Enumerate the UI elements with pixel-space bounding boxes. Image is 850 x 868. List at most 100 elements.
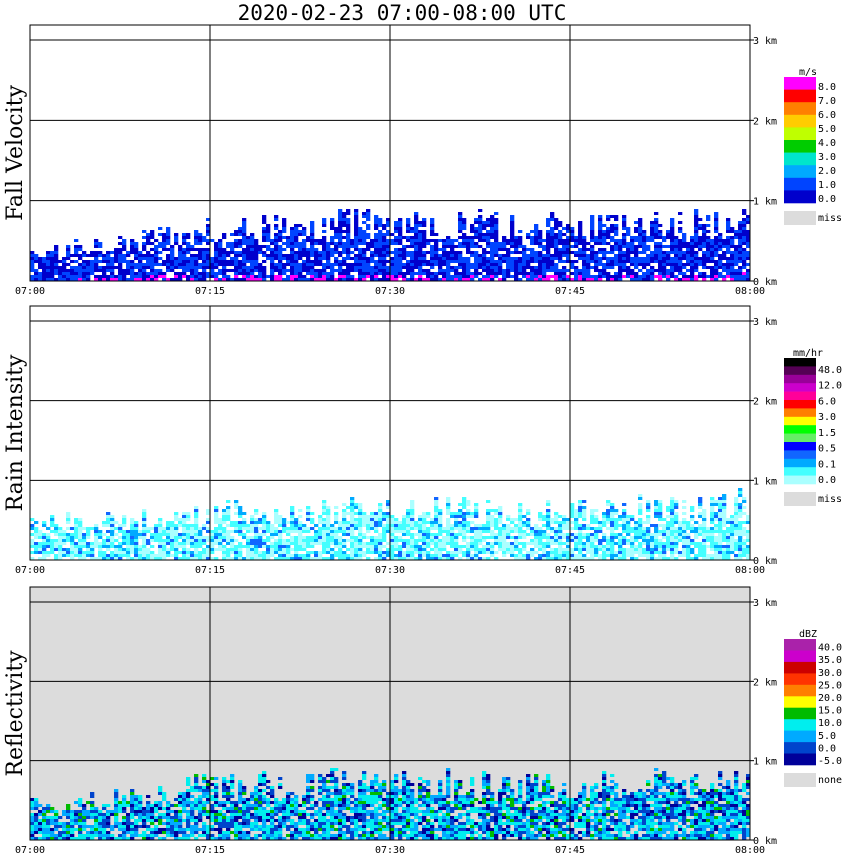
echo-cell — [274, 521, 279, 524]
echo-cell — [390, 275, 395, 278]
echo-cell — [538, 269, 543, 272]
echo-cell — [370, 254, 375, 257]
echo-cell — [434, 275, 439, 278]
echo-cell — [86, 527, 91, 530]
echo-cell — [146, 260, 151, 263]
echo-cell — [310, 557, 315, 560]
echo-cell — [338, 251, 343, 254]
echo-cell — [178, 251, 183, 254]
echo-cell — [226, 254, 231, 257]
echo-cell — [682, 236, 687, 239]
echo-cell — [318, 536, 323, 539]
echo-cell — [730, 542, 735, 545]
echo-cell — [110, 266, 115, 269]
echo-cell — [682, 266, 687, 269]
echo-cell — [718, 542, 723, 545]
echo-cell — [94, 266, 99, 269]
echo-cell — [710, 527, 715, 530]
echo-cell — [646, 530, 651, 533]
echo-cell — [514, 236, 519, 239]
echo-cell — [574, 242, 579, 245]
echo-cell — [698, 533, 703, 536]
echo-cell — [78, 275, 83, 278]
echo-cell — [698, 218, 703, 221]
echo-cell — [446, 257, 451, 260]
echo-cell — [730, 251, 735, 254]
echo-cell — [618, 551, 623, 554]
echo-cell — [186, 530, 191, 533]
echo-cell — [626, 227, 631, 230]
echo-cell — [354, 263, 359, 266]
echo-cell — [746, 236, 751, 239]
echo-cell — [714, 218, 719, 221]
echo-cell — [474, 221, 479, 224]
echo-cell — [462, 530, 467, 533]
echo-cell — [418, 239, 423, 242]
echo-cell — [30, 257, 35, 260]
echo-cell — [74, 542, 79, 545]
echo-cell — [30, 527, 35, 530]
echo-cell — [454, 254, 459, 257]
echo-cell — [654, 551, 659, 554]
echo-cell — [182, 242, 187, 245]
echo-cell — [382, 236, 387, 239]
echo-cell — [734, 269, 739, 272]
echo-cell — [278, 233, 283, 236]
echo-cell — [502, 530, 507, 533]
echo-cell — [698, 272, 703, 275]
echo-cell — [582, 269, 587, 272]
echo-cell — [650, 272, 655, 275]
echo-cell — [494, 254, 499, 257]
echo-cell — [550, 539, 555, 542]
echo-cell — [602, 236, 607, 239]
echo-cell — [322, 218, 327, 221]
echo-cell — [542, 272, 547, 275]
echo-cell — [670, 227, 675, 230]
echo-cell — [322, 548, 327, 551]
echo-cell — [30, 524, 35, 527]
echo-cell — [330, 542, 335, 545]
echo-cell — [350, 551, 355, 554]
echo-cell — [494, 539, 499, 542]
echo-cell — [466, 530, 471, 533]
echo-cell — [370, 512, 375, 515]
echo-cell — [410, 227, 415, 230]
echo-cell — [146, 272, 151, 275]
echo-cell — [574, 245, 579, 248]
echo-cell — [286, 548, 291, 551]
echo-cell — [606, 227, 611, 230]
echo-cell — [614, 512, 619, 515]
legend-swatch — [784, 374, 816, 384]
echo-cell — [34, 822, 39, 825]
echo-cell — [354, 227, 359, 230]
echo-cell — [254, 542, 259, 545]
echo-cell — [178, 557, 183, 560]
echo-cell — [278, 257, 283, 260]
echo-cell — [618, 524, 623, 527]
echo-cell — [662, 524, 667, 527]
echo-cell — [574, 515, 579, 518]
echo-cell — [442, 275, 447, 278]
echo-cell — [378, 242, 383, 245]
echo-cell — [662, 239, 667, 242]
echo-cell — [30, 545, 35, 548]
echo-cell — [210, 539, 215, 542]
echo-cell — [486, 236, 491, 239]
echo-cell — [454, 275, 459, 278]
echo-cell — [158, 272, 163, 275]
echo-cell — [682, 272, 687, 275]
echo-cell — [250, 515, 255, 518]
echo-cell — [658, 545, 663, 548]
echo-cell — [518, 530, 523, 533]
echo-cell — [298, 272, 303, 275]
echo-cell — [210, 239, 215, 242]
echo-cell — [558, 257, 563, 260]
echo-cell — [590, 557, 595, 560]
echo-cell — [690, 245, 695, 248]
echo-cell — [690, 542, 695, 545]
echo-cell — [98, 275, 103, 278]
echo-cell — [290, 275, 295, 278]
echo-cell — [718, 500, 723, 503]
echo-cell — [434, 503, 439, 506]
echo-cell — [526, 551, 531, 554]
